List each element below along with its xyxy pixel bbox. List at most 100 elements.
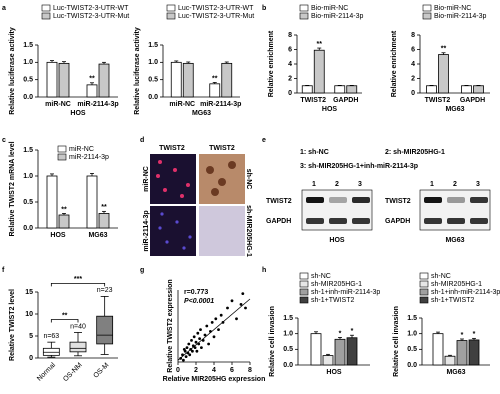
legend-label: miR-2114-3p [69,154,109,161]
y-tick-label: 0 [288,90,292,97]
annotation: P<0.0001 [184,298,214,305]
point [244,306,247,310]
x-tick-label: MG63 [88,232,107,239]
n-label: n=63 [43,333,59,340]
band [306,197,324,203]
side-label: sh-NC [245,169,252,190]
bar [456,340,468,366]
row-label: TWIST2 [266,198,292,205]
bar [58,214,70,229]
y-tick-label: 8 [288,32,292,39]
point [207,342,211,346]
point [194,340,198,344]
bar [334,85,346,94]
point [230,299,234,303]
legend-swatch [41,12,51,20]
x-tick-label: GAPDH [460,97,485,104]
y-tick-label: 4 [411,61,415,68]
nucleus [158,160,162,164]
legend-label: 3: sh-MIR205HG-1+inh-miR-2114-3p [300,163,418,170]
point [219,313,223,317]
legend-swatch [166,12,176,20]
y-tick-label: 0.0 [407,362,417,369]
legend-swatch [299,296,309,304]
bar [86,175,98,229]
panel-letter: d [140,137,144,144]
comparison-bracket [50,319,79,323]
legend-label: Luc-TWIST2-3-UTR-Mut [53,13,129,20]
y-tick-label: 0.5 [148,77,158,84]
x-axis-label: MG63 [445,106,464,113]
bar [86,84,98,98]
band [470,197,488,203]
bar [301,85,313,94]
lane-label: 2 [335,181,339,188]
nucleus [180,194,184,198]
fluorescence-image [150,206,196,256]
significance-label: * [461,332,464,339]
bar [444,355,456,366]
y-tick-label: 1.0 [407,331,417,338]
y-tick-label: 0.0 [23,225,33,232]
x-axis-label: HOS [70,110,86,117]
point [184,355,188,358]
y-axis-label: Relative TWIST2 mRNA level [9,141,16,236]
legend-label: sh-NC [431,273,451,280]
nucleus [156,174,160,178]
legend-swatch [299,280,309,288]
x-tick-label: HOS [326,369,342,376]
x-tick-label: OS-NM [62,362,84,384]
lane-label: 3 [358,181,362,188]
x-tick-label: 8 [248,367,252,374]
x-tick-label: TWIST2 [300,97,326,104]
nucleus [165,240,169,244]
bar [58,62,70,98]
bar [346,85,358,94]
y-tick-label: 6 [288,46,292,53]
band [447,218,465,224]
point [214,317,218,321]
point [226,306,229,310]
point [195,349,199,353]
x-tick-label: TWIST2 [425,97,451,104]
legend-label: sh-1+inh-miR-2114-3p [431,289,500,296]
column-label: TWIST2 [159,145,185,152]
legend-swatch [41,4,51,12]
x-tick-label: miR-NC [169,101,195,108]
legend-swatch [419,296,429,304]
annotation: r=0.773 [184,289,208,296]
significance-label: ** [441,46,447,53]
point [200,346,203,349]
lane-label: 1 [430,181,434,188]
x-tick-label: miR-NC [45,101,71,108]
y-axis-label: Relative enrichment [268,30,275,97]
y-tick-label: 0 [411,90,415,97]
row-label: TWIST2 [385,198,411,205]
band [424,197,442,203]
bar [461,85,472,94]
y-axis-label: Relative cell invasion [269,306,276,377]
band [329,218,347,224]
bar [98,213,110,229]
nucleus [182,246,186,250]
band [329,197,347,203]
cell-line-label: HOS [329,237,345,244]
significance-label: ** [212,75,218,82]
significance-label: * [473,331,476,338]
y-tick-label: 0.0 [283,362,293,369]
side-label: sh-MIR205HG-1 [245,205,252,257]
legend-label: sh-MIR205HG-1 [311,281,362,288]
legend-label: Luc-TWIST2-3-UTR-Mut [178,13,254,20]
box [69,341,87,353]
point [182,348,186,351]
y-tick-label: 0.5 [407,346,417,353]
row-label: GAPDH [385,218,410,225]
y-tick-label: 1.5 [23,42,33,49]
nucleus [158,226,162,230]
bar [182,62,194,98]
legend-swatch [299,12,309,20]
bar [221,62,233,98]
bar [98,63,110,98]
y-axis-label: Relative luciferase activity [134,27,141,115]
bar [473,85,484,94]
